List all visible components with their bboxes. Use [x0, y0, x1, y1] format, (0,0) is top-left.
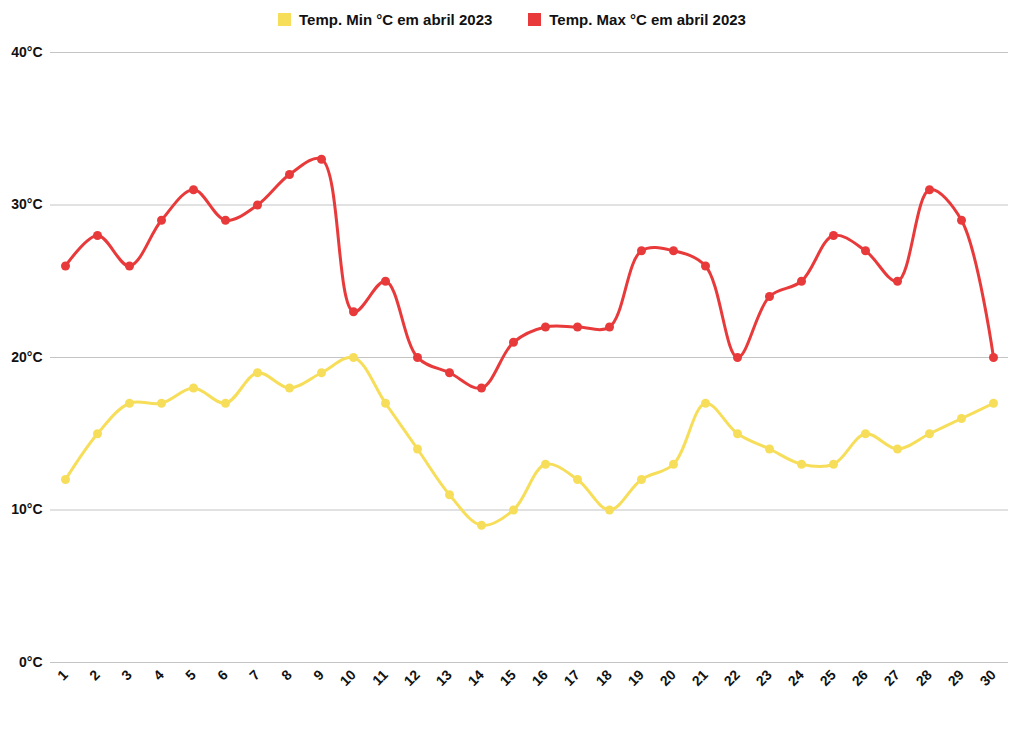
svg-text:16: 16: [528, 666, 550, 688]
svg-text:2: 2: [86, 666, 103, 683]
svg-text:17: 17: [560, 666, 582, 688]
svg-text:30: 30: [976, 666, 998, 688]
svg-text:29: 29: [944, 666, 966, 688]
svg-text:11: 11: [369, 666, 391, 688]
svg-text:18: 18: [592, 666, 614, 688]
svg-text:13: 13: [432, 666, 454, 688]
svg-text:10°C: 10°C: [11, 501, 42, 517]
svg-text:22: 22: [720, 666, 742, 688]
svg-text:6: 6: [214, 666, 231, 683]
html-text:Temp. Min °C em abril 2023: Temp. Min °C em abril 2023: [299, 10, 493, 28]
svg-text:12: 12: [400, 666, 422, 688]
svg-text:5: 5: [182, 666, 199, 683]
svg-text:9: 9: [310, 666, 327, 683]
svg-text:40°C: 40°C: [11, 44, 42, 60]
html-text:Temp. Max °C em abril 2023: Temp. Max °C em abril 2023: [549, 10, 746, 28]
svg-text:1: 1: [54, 666, 71, 683]
svg-text:20: 20: [656, 666, 678, 688]
svg-text:27: 27: [880, 666, 902, 688]
svg-text:0°C: 0°C: [19, 654, 43, 670]
svg-text:8: 8: [278, 666, 295, 683]
svg-text:4: 4: [150, 666, 167, 683]
svg-text:24: 24: [784, 666, 806, 688]
svg-text:7: 7: [246, 666, 263, 683]
svg-text:20°C: 20°C: [11, 349, 42, 365]
svg-text:15: 15: [496, 666, 518, 688]
svg-text:28: 28: [912, 666, 934, 688]
svg-text:3: 3: [118, 666, 135, 683]
svg-text:26: 26: [848, 666, 870, 688]
svg-text:25: 25: [816, 666, 838, 688]
svg-text:21: 21: [688, 666, 710, 688]
svg-text:10: 10: [336, 666, 358, 688]
svg-text:30°C: 30°C: [11, 196, 42, 212]
svg-text:14: 14: [464, 666, 486, 688]
svg-text:23: 23: [752, 666, 774, 688]
svg-text:19: 19: [624, 666, 646, 688]
